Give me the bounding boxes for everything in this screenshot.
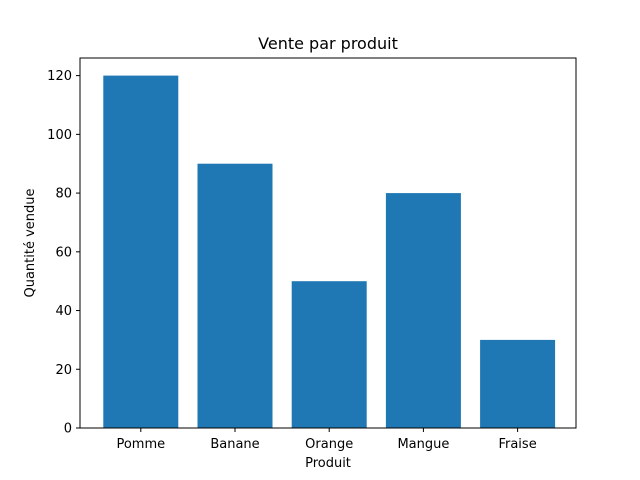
y-tick-label: 40: [55, 304, 72, 319]
x-tick-label: Fraise: [498, 437, 536, 452]
bars-group: [103, 75, 556, 428]
bar-mangue: [385, 193, 461, 428]
y-tick-label: 80: [55, 187, 72, 202]
y-tick-label: 100: [47, 128, 72, 143]
x-tick-label: Mangue: [397, 437, 449, 452]
bar-banane: [197, 163, 273, 428]
plot-frame: [79, 57, 577, 429]
y-tick-label: 120: [47, 69, 72, 84]
y-tick-label: 0: [64, 422, 72, 437]
y-axis-ticks: 0 20 40 60 80 100 120: [47, 69, 80, 437]
bar-pomme: [103, 75, 179, 428]
y-tick-label: 20: [55, 363, 72, 378]
y-tick-label: 60: [55, 245, 72, 260]
bar-orange: [291, 281, 367, 428]
bar-fraise: [480, 339, 556, 428]
chart-title: Vente par produit: [258, 34, 398, 53]
y-axis-label: Quantité vendue: [23, 188, 38, 297]
x-tick-label: Orange: [305, 437, 353, 452]
x-axis-label: Produit: [305, 456, 351, 471]
x-tick-label: Banane: [210, 437, 259, 452]
x-tick-label: Pomme: [116, 437, 165, 452]
x-axis-ticks: Pomme Banane Orange Mangue Fraise: [116, 428, 537, 452]
